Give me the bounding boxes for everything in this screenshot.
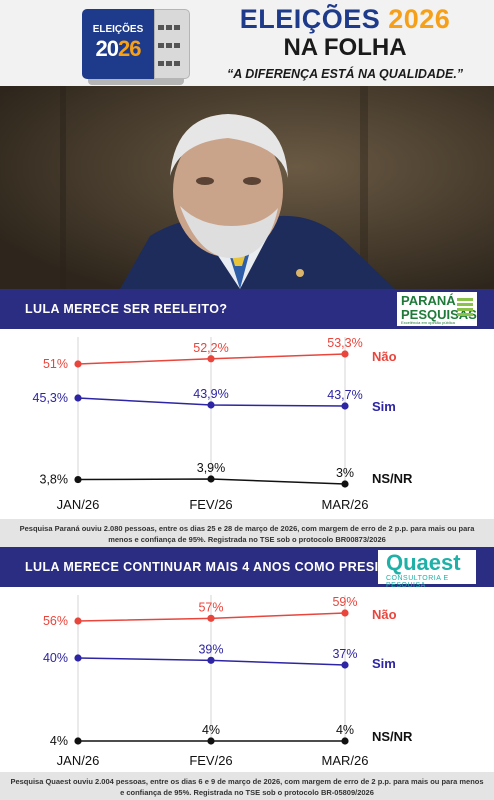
point-nsnr-0 (74, 475, 82, 484)
point-nao-1 (207, 614, 215, 622)
parana-logo-line2: PESQUISAS (401, 307, 477, 322)
data-label-nao-1: 52,2% (193, 341, 228, 355)
legend-sim: Sim (372, 399, 396, 414)
data-label-sim-2: 37% (332, 647, 357, 661)
quaest-logo: Quaest CONSULTORIA E PESQUISA (378, 550, 476, 589)
header: ELEIÇÕES 2026 ELEIÇÕES 2026 NA FOLHA “A … (0, 0, 494, 86)
data-label-nao-0: 51% (43, 357, 68, 371)
data-label-nao-2: 53,3% (327, 336, 362, 350)
data-label-nsnr-0: 3,8% (40, 473, 69, 487)
section2-footnote: Pesquisa Quaest ouviu 2.004 pessoas, ent… (0, 772, 494, 800)
chart2-svg: 56% 57% 59% Não 40% 39% 37% Sim 4% 4% 4% NS/NR JAN/2… (43, 595, 413, 768)
point-nao-2 (341, 609, 349, 617)
ballot-box-logo: ELEIÇÕES 2026 (82, 9, 190, 85)
data-label-nsnr-1: 3,9% (197, 461, 226, 475)
point-sim-2 (341, 402, 349, 410)
tick-label-2: MAR/26 (322, 753, 369, 768)
data-label-sim-0: 45,3% (33, 391, 68, 405)
tick-label-1: FEV/26 (189, 753, 232, 768)
parana-bars-icon (457, 298, 473, 320)
data-label-nao-0: 56% (43, 614, 68, 628)
logo-keypad-panel (154, 9, 190, 84)
point-sim-1 (207, 401, 215, 409)
data-label-nsnr-2: 3% (336, 466, 354, 480)
legend-nsnr: NS/NR (372, 471, 413, 486)
tick-label-0: JAN/26 (57, 497, 100, 512)
point-nsnr-2 (341, 480, 349, 488)
chart2: 56% 57% 59% Não 40% 39% 37% Sim 4% 4% 4% NS/NR JAN/2… (0, 587, 494, 772)
parana-pesquisas-logo: PARANÁ PESQUISAS Excelência em opinião pú… (397, 292, 477, 326)
data-label-nao-2: 59% (332, 595, 357, 609)
data-label-nao-1: 57% (198, 600, 223, 614)
quaest-logo-subtext: CONSULTORIA E PESQUISA (386, 575, 449, 589)
header-slogan: “A DIFERENÇA ESTÁ NA QUALIDADE.” (226, 67, 464, 81)
legend-sim: Sim (372, 656, 396, 671)
logo-panel (82, 9, 154, 79)
data-label-nsnr-0: 4% (50, 734, 68, 748)
point-nao-0 (74, 617, 82, 625)
legend-nao: Não (372, 349, 397, 364)
point-nao-2 (341, 350, 349, 358)
point-sim-1 (207, 656, 215, 664)
data-label-sim-0: 40% (43, 651, 68, 665)
section1-title-bar: LULA MERECE SER REELEITO? PARANÁ PESQUISA… (0, 289, 494, 329)
data-label-sim-1: 43,9% (193, 387, 228, 401)
header-title: ELEIÇÕES 2026 (200, 4, 490, 35)
parana-logo-subtext: Excelência em opinião pública (401, 320, 455, 325)
legend-nsnr: NS/NR (372, 729, 413, 744)
point-sim-2 (341, 661, 349, 669)
tick-label-2: MAR/26 (322, 497, 369, 512)
quaest-logo-text: Quaest (386, 550, 461, 575)
data-label-nsnr-2: 4% (336, 723, 354, 737)
section1-title: LULA MERECE SER REELEITO? (25, 302, 228, 316)
point-sim-0 (74, 394, 82, 402)
point-nsnr-2 (341, 737, 349, 745)
data-label-sim-1: 39% (198, 642, 223, 656)
portrait-photo (0, 86, 494, 289)
point-nao-0 (74, 360, 82, 368)
logo-year: 2026 (86, 36, 150, 62)
legend-nao: Não (372, 607, 397, 622)
logo-year-a: 20 (95, 36, 120, 61)
tick-label-1: FEV/26 (189, 497, 232, 512)
header-title-year: 2026 (388, 4, 451, 34)
header-title-a: ELEIÇÕES (239, 4, 389, 34)
section2-title-bar: LULA MERECE CONTINUAR MAIS 4 ANOS COMO P… (0, 547, 494, 589)
section1-footnote: Pesquisa Paraná ouviu 2.080 pessoas, ent… (0, 519, 494, 547)
point-nsnr-1 (207, 475, 215, 483)
point-sim-0 (74, 654, 82, 662)
data-label-nsnr-1: 4% (202, 723, 220, 737)
chart1: 51% 52,2% 53,3% Não 45,3% 43,9% 43,7% Sim 3,8% 3,… (0, 329, 494, 519)
header-subtitle: NA FOLHA (283, 34, 407, 61)
portrait-illustration (0, 86, 494, 289)
logo-year-b: 26 (118, 36, 142, 61)
parana-logo-text: PARANÁ PESQUISAS (401, 294, 477, 322)
section2-title: LULA MERECE CONTINUAR MAIS 4 ANOS COMO P… (25, 560, 431, 574)
data-label-sim-2: 43,7% (327, 388, 362, 402)
chart1-svg: 51% 52,2% 53,3% Não 45,3% 43,9% 43,7% Sim 3,8% 3,… (33, 336, 414, 512)
logo-small-text: ELEIÇÕES (92, 24, 144, 35)
parana-logo-line1: PARANÁ (401, 293, 456, 308)
point-nsnr-0 (74, 737, 82, 745)
point-nao-1 (207, 355, 215, 363)
logo-base (88, 79, 184, 85)
point-nsnr-1 (207, 737, 215, 745)
tick-label-0: JAN/26 (57, 753, 100, 768)
